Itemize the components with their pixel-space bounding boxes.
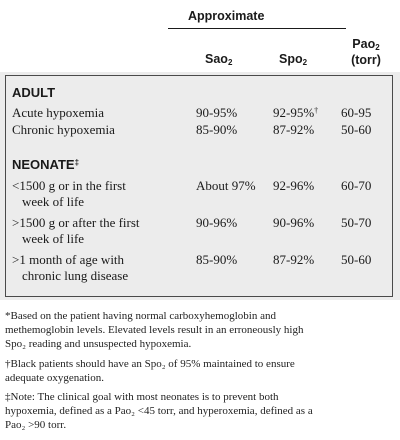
section-title-neonate-text: NEONATE [12, 157, 75, 172]
row-label: >1 month of age with [12, 252, 125, 267]
col-header-sao2-sub: 2 [227, 58, 233, 67]
row-pao2-value: 50-60 [341, 122, 372, 137]
row-label: Chronic hypoxemia [12, 122, 115, 137]
footnote-star: *Based on the patient having normal carb… [5, 309, 395, 351]
col-header-spo2-text: Spo [279, 52, 303, 66]
row-spo2-value: 87-92% [273, 122, 315, 137]
row-label: <1500 g or in the first [12, 178, 126, 193]
row-pao2-value: 50-70 [341, 215, 372, 230]
col-header-sao2: Sao2 [205, 51, 232, 67]
footnote-line: †Black patients should have an Spo₂ of 9… [5, 358, 295, 370]
footnote-line: ‡Note: The clinical goal with most neona… [5, 391, 279, 403]
footnote-line: hypoxemia, defined as a Pao₂ <45 torr, a… [5, 405, 313, 417]
footnote-line: *Based on the patient having normal carb… [5, 310, 276, 322]
col-header-pao2-sub: 2 [375, 43, 380, 52]
row-label-continuation: week of life [22, 231, 85, 246]
footnote-line: Pao₂ >90 torr. [5, 419, 67, 431]
section-title-neonate-mark: ‡ [74, 158, 80, 167]
section-title-neonate: NEONATE‡ [12, 157, 79, 172]
row-label: >1500 g or after the first [12, 215, 140, 230]
col-header-spo2-sub: 2 [302, 58, 308, 67]
col-header-pao2-text: Pao [352, 37, 376, 51]
row-pao2-value: 60-70 [341, 178, 372, 193]
footnote-line: adequate oxygenation. [5, 372, 104, 384]
section-title-adult: ADULT [12, 85, 55, 100]
row-spo2-value-text: 92-95% [273, 105, 315, 120]
row-sao2-value: 85-90% [196, 252, 238, 267]
footnote-dagger: †Black patients should have an Spo₂ of 9… [5, 357, 395, 385]
row-spo2-value: 92-95%† [273, 104, 318, 121]
row-label-continuation: week of life [22, 194, 85, 209]
row-sao2-value: 90-95% [196, 105, 238, 120]
col-header-pao2: Pao2 (torr) [340, 36, 392, 68]
row-pao2-value: 60-95 [341, 105, 372, 120]
table-body-frame [5, 75, 393, 297]
row-label-continuation: chronic lung disease [22, 268, 129, 283]
footnote-dagger-mark: † [314, 106, 319, 115]
footnote-double-dagger: ‡Note: The clinical goal with most neona… [5, 390, 395, 432]
section-title-adult-text: ADULT [12, 85, 56, 100]
col-header-spo2: Spo2 [279, 51, 307, 67]
row-sao2-value: About 97% [196, 178, 256, 193]
footnote-line: Spo₂ reading and unsuspected hypoxemia. [5, 338, 192, 350]
row-spo2-value: 87-92% [273, 252, 315, 267]
row-spo2-value: 92-96% [273, 178, 315, 193]
col-header-pao2-unit: (torr) [351, 53, 381, 67]
row-pao2-value: 50-60 [341, 252, 372, 267]
table-body-background [0, 72, 400, 300]
group-header-rule [168, 28, 346, 29]
row-spo2-value: 90-96% [273, 215, 315, 230]
col-header-sao2-text: Sao [205, 52, 228, 66]
row-sao2-value: 90-96% [196, 215, 238, 230]
table-header: Approximate Sao2 Spo2 Pao2 (torr) [0, 0, 400, 72]
row-sao2-value: 85-90% [196, 122, 238, 137]
row-label: Acute hypoxemia [12, 105, 105, 120]
footnote-line: methemoglobin levels. Elevated levels re… [5, 324, 304, 336]
group-header-approximate: Approximate [188, 9, 265, 23]
